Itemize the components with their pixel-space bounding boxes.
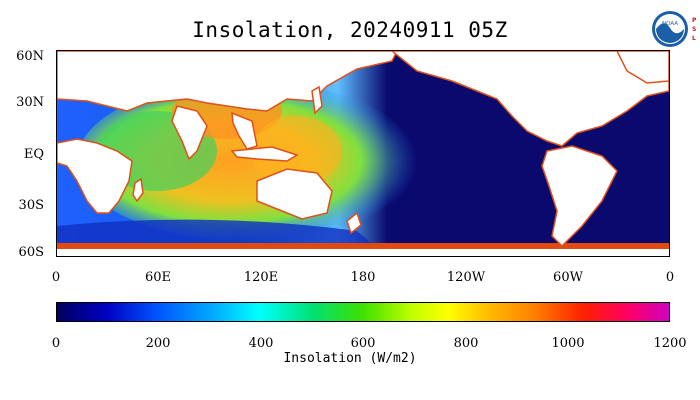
colorbar bbox=[56, 302, 670, 322]
lat-label-60s: 60S bbox=[18, 245, 44, 260]
colorbar-label: Insolation (W/m2) bbox=[283, 351, 417, 366]
colorbar-tick-1000: 1000 bbox=[551, 336, 585, 351]
lon-label-60e: 60E bbox=[144, 270, 172, 285]
lat-label-eq: EQ bbox=[23, 147, 44, 162]
noaa-psl-logo: NOAA P S L bbox=[652, 11, 697, 47]
colorbar-tick-600: 600 bbox=[350, 336, 376, 351]
logo-text: NOAA bbox=[662, 21, 678, 27]
map-canvas bbox=[57, 51, 669, 256]
lat-label-60n: 60N bbox=[16, 49, 44, 64]
lon-label-120e: 120E bbox=[243, 270, 279, 285]
chart-title: Insolation, 20240911 05Z bbox=[192, 18, 508, 42]
psl-text: P S L bbox=[692, 17, 697, 42]
colorbar-tick-400: 400 bbox=[248, 336, 274, 351]
colorbar-tick-200: 200 bbox=[145, 336, 171, 351]
land-masses bbox=[57, 51, 669, 256]
colorbar-tick-1200: 1200 bbox=[653, 336, 687, 351]
colorbar-tick-800: 800 bbox=[453, 336, 479, 351]
lat-label-30n: 30N bbox=[16, 95, 44, 110]
colorbar-tick-0: 0 bbox=[51, 336, 61, 351]
lon-label-0: 0 bbox=[51, 270, 61, 285]
lon-label-0-end: 0 bbox=[665, 270, 675, 285]
lon-label-60w: 60W bbox=[553, 270, 583, 285]
svg-text:L: L bbox=[692, 35, 696, 42]
lon-label-120w: 120W bbox=[446, 270, 486, 285]
svg-text:S: S bbox=[692, 26, 696, 33]
svg-text:P: P bbox=[692, 17, 697, 24]
lat-label-30s: 30S bbox=[18, 198, 44, 213]
insolation-map bbox=[56, 50, 670, 257]
lon-label-180: 180 bbox=[350, 270, 376, 285]
